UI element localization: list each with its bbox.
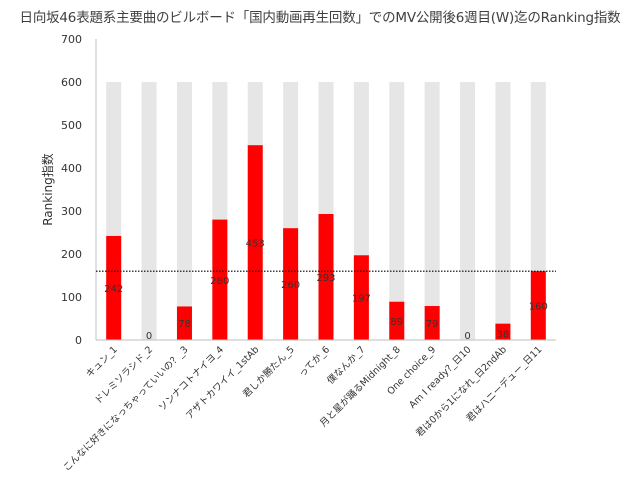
background-bar-8 (389, 82, 405, 340)
y-tick-label-6: 600 (61, 76, 82, 89)
data-label-7: 197 (352, 294, 371, 305)
y-tick-label-2: 200 (61, 248, 82, 261)
background-bar-10 (460, 82, 476, 340)
data-label-6: 293 (316, 273, 335, 284)
category-label-6: ってか_6 (297, 344, 332, 379)
y-axis-title: Ranking指数 (40, 153, 55, 226)
bar-8 (389, 301, 405, 340)
data-label-9: 79 (426, 319, 439, 330)
category-label-0: キュン_1 (84, 344, 120, 380)
y-tick-label-3: 300 (61, 205, 82, 218)
data-bars (106, 145, 546, 340)
data-label-1: 0 (146, 331, 152, 342)
bar-0 (106, 235, 122, 340)
background-bar-11 (495, 82, 511, 340)
axes (95, 39, 556, 341)
bar-9 (424, 306, 440, 340)
data-label-11: 38 (497, 330, 510, 341)
bar-12 (530, 271, 546, 340)
background-bar-1 (141, 82, 157, 340)
y-tick-label-1: 100 (61, 291, 82, 304)
bar-7 (353, 255, 369, 340)
y-tick-label-0: 0 (75, 334, 82, 347)
data-label-10: 0 (464, 331, 470, 342)
data-label-0: 242 (104, 284, 123, 295)
chart-title: 日向坂46表題系主要曲のビルボード「国内動画再生回数」でのMV公開後6週目(W)… (19, 10, 621, 26)
bar-2 (176, 306, 192, 340)
bar-4 (247, 145, 263, 340)
bar-3 (212, 219, 228, 340)
data-label-4: 453 (246, 239, 265, 250)
y-tick-label-7: 700 (61, 33, 82, 46)
category-label-3: ソンナコトナイヨ_4 (157, 344, 226, 413)
data-label-5: 260 (281, 280, 300, 291)
y-tick-label-5: 500 (61, 119, 82, 132)
category-label-2: こんなに好きになっちゃっていいの？_3 (61, 344, 191, 474)
bar-5 (283, 228, 299, 340)
background-bar-9 (424, 82, 440, 340)
bar-6 (318, 214, 334, 340)
category-label-10: Am I ready?_日10 (407, 344, 473, 410)
data-label-3: 280 (210, 276, 229, 287)
background-bar-2 (176, 82, 192, 340)
data-label-2: 78 (178, 319, 191, 330)
data-label-12: 160 (529, 302, 548, 313)
y-tick-label-4: 400 (61, 162, 82, 175)
data-label-8: 89 (390, 317, 403, 328)
bar-11 (495, 323, 511, 340)
